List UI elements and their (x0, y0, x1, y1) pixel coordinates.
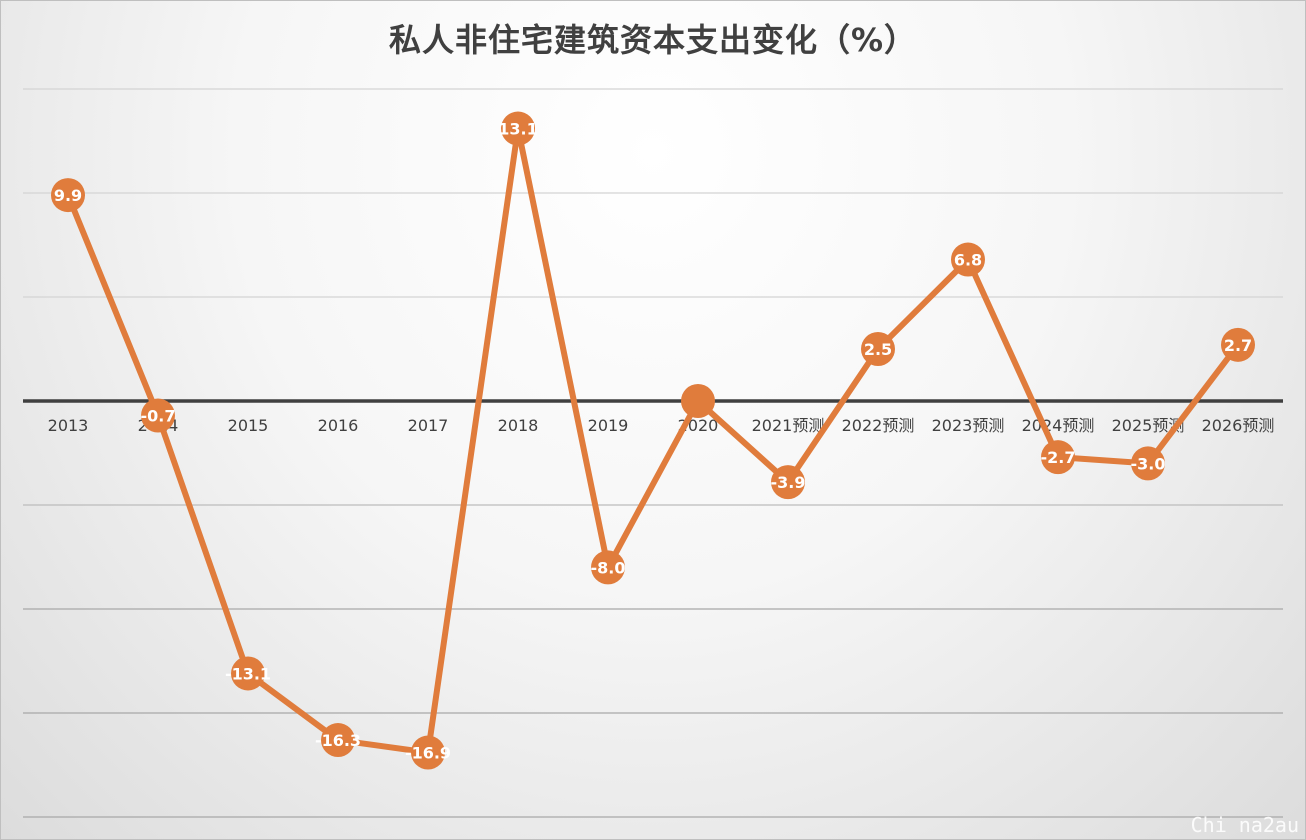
data-point-marker (411, 735, 445, 770)
x-tick-label: 2026预测 (1202, 416, 1275, 435)
series-line (65, 125, 1241, 756)
x-tick-label: 2017 (408, 416, 449, 435)
x-tick-label: 2013 (48, 416, 89, 435)
x-tick-label: 2018 (498, 416, 539, 435)
data-point-marker (861, 332, 895, 366)
data-label: -16.9 (405, 744, 451, 763)
data-point-marker (51, 178, 85, 213)
data-point-marker (591, 550, 625, 585)
data-label: -0.7 (141, 407, 176, 426)
data-label: 6.8 (954, 251, 982, 270)
x-tick-label: 2023预测 (932, 416, 1005, 435)
x-tick-label: 2015 (228, 416, 269, 435)
data-label: -3.0 (1131, 454, 1166, 473)
data-point-marker (231, 656, 265, 691)
data-label: -2.7 (1041, 448, 1076, 467)
x-tick-label: 2016 (318, 416, 359, 435)
x-tick-label: 2025预测 (1112, 416, 1185, 435)
data-point-marker (951, 242, 985, 277)
data-point-marker (1131, 446, 1165, 481)
chart-title: 私人非住宅建筑资本支出变化（%） (388, 21, 918, 59)
data-point-marker (771, 465, 805, 500)
data-point-marker (321, 723, 355, 758)
x-tick-label: 2021预测 (752, 416, 825, 435)
watermark: Chi na2au (1190, 813, 1299, 837)
data-point-marker (501, 111, 535, 146)
x-tick-label: 2019 (588, 416, 629, 435)
data-label: -16.3 (315, 731, 361, 750)
data-label: 9.9 (54, 186, 82, 205)
data-point-marker (141, 398, 175, 433)
data-label: 2.5 (864, 340, 892, 359)
data-point-marker (1041, 440, 1075, 475)
data-point-marker (1221, 327, 1255, 362)
data-label: -3.9 (771, 473, 806, 492)
data-label: 13.1 (498, 120, 537, 139)
data-label: -8.0 (591, 558, 626, 577)
x-tick-label: 2024预测 (1022, 416, 1095, 435)
x-tick-label: 2022预测 (842, 416, 915, 435)
data-point-marker (681, 384, 715, 418)
data-label: -13.1 (225, 664, 271, 683)
data-label: 2.7 (1224, 336, 1252, 355)
